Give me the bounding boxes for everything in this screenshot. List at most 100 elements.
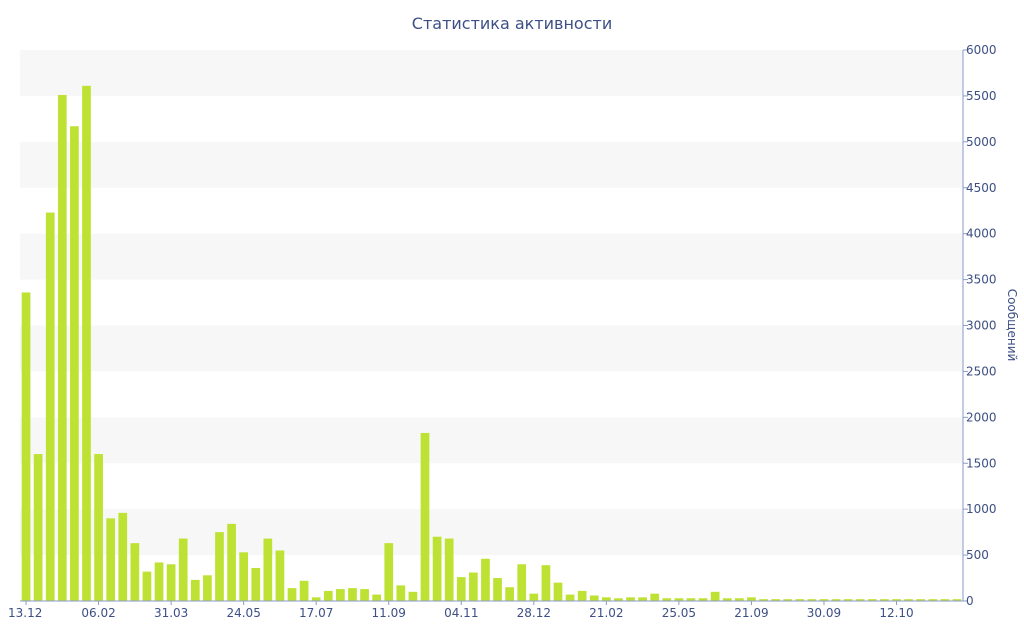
bar	[771, 599, 780, 601]
y-tick-label: 2500	[966, 364, 997, 378]
bar	[807, 599, 817, 601]
bar	[819, 599, 829, 601]
x-tick-label: 06.02	[81, 606, 115, 620]
grid-band	[20, 417, 963, 464]
bar	[722, 598, 732, 601]
bar	[867, 599, 877, 601]
bar	[880, 599, 889, 601]
grid-band	[20, 509, 963, 556]
grid-band	[20, 50, 963, 96]
bar	[444, 538, 454, 601]
bar	[505, 587, 514, 601]
bar	[275, 550, 285, 601]
bar	[21, 292, 31, 601]
x-tick-label: 17.07	[299, 606, 333, 620]
bar	[299, 580, 309, 601]
bar	[251, 567, 261, 601]
y-tick-label: 6000	[966, 43, 997, 57]
bar	[602, 597, 611, 601]
bar	[626, 597, 635, 601]
bar	[311, 597, 321, 601]
bar	[456, 577, 466, 601]
grid-band	[20, 233, 963, 280]
bar	[57, 94, 67, 601]
y-tick-label: 1000	[966, 502, 997, 516]
y-axis-ticks: 0 500 1000 1500 2000 2500 3000 3500 4000 4500 5000…	[963, 43, 997, 608]
bar	[734, 598, 744, 601]
bar	[553, 582, 563, 601]
bar	[106, 518, 116, 601]
bar	[952, 599, 962, 601]
y-tick-label: 1500	[966, 456, 997, 470]
bar	[372, 594, 381, 601]
bar	[577, 590, 587, 601]
x-tick-label: 13.12	[8, 606, 42, 620]
x-tick-label: 11.09	[372, 606, 406, 620]
bar	[892, 599, 901, 601]
bar	[227, 523, 236, 601]
y-tick-label: 4500	[966, 181, 997, 195]
bar	[493, 578, 502, 601]
x-tick-label: 25.05	[662, 606, 696, 620]
bar	[142, 571, 152, 601]
bar	[263, 538, 273, 601]
bar	[45, 212, 55, 602]
bar	[33, 454, 43, 601]
bar	[323, 590, 333, 601]
bar	[118, 512, 128, 601]
bar	[469, 572, 478, 601]
bar	[166, 564, 176, 601]
bar	[432, 536, 442, 601]
bar	[70, 126, 79, 601]
bar	[916, 599, 926, 601]
bar	[384, 543, 394, 601]
bar	[517, 564, 527, 601]
bar	[408, 591, 418, 601]
bar	[795, 599, 805, 601]
grid-band	[20, 141, 963, 188]
bar	[831, 599, 841, 601]
y-axis-label: Сообщений	[1005, 289, 1019, 362]
bar	[928, 599, 938, 601]
bar	[529, 593, 539, 601]
y-tick-label: 3500	[966, 273, 997, 287]
bar	[215, 532, 224, 601]
bar	[178, 538, 188, 601]
y-tick-label: 5500	[966, 89, 997, 103]
x-tick-label: 24.05	[226, 606, 260, 620]
y-tick-label: 3000	[966, 319, 997, 333]
bar	[759, 599, 768, 601]
x-tick-label: 04.11	[444, 606, 478, 620]
bar	[287, 588, 297, 601]
bar	[239, 552, 249, 601]
bar	[904, 599, 913, 601]
bar	[855, 599, 865, 601]
x-axis-ticks: 13.12 06.02 31.03 24.05 17.07 11.09 04.11 28.12…	[8, 601, 914, 620]
bar	[843, 599, 853, 601]
bar	[154, 562, 164, 601]
bar	[674, 598, 684, 601]
bar	[336, 589, 345, 601]
bar	[662, 598, 672, 601]
x-tick-label: 21.09	[734, 606, 768, 620]
bar	[589, 595, 599, 601]
bar	[190, 579, 200, 601]
bar	[348, 588, 357, 601]
bar	[614, 598, 623, 601]
bar	[698, 598, 708, 601]
bar	[940, 599, 950, 601]
bar	[565, 594, 575, 601]
bar	[481, 558, 490, 601]
x-tick-label: 12.10	[879, 606, 913, 620]
x-tick-label: 31.03	[154, 606, 188, 620]
y-tick-label: 500	[966, 548, 989, 562]
bar	[650, 593, 660, 601]
bar	[686, 598, 696, 601]
bars	[21, 85, 962, 602]
bar	[360, 589, 369, 601]
bar	[396, 585, 406, 601]
x-tick-label: 21.02	[589, 606, 623, 620]
x-tick-label: 30.09	[807, 606, 841, 620]
chart-title: Статистика активности	[411, 14, 613, 33]
